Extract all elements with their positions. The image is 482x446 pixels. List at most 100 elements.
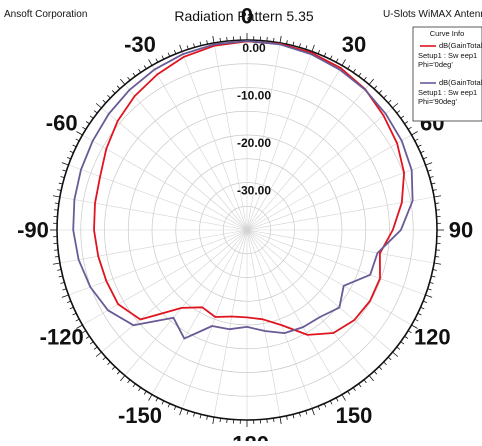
rim-tick xyxy=(336,59,338,63)
grid-spoke xyxy=(247,108,393,230)
rim-tick xyxy=(379,367,382,370)
rim-tick xyxy=(273,38,274,42)
grid-spoke xyxy=(247,230,369,376)
rim-tick xyxy=(180,45,182,52)
rim-tick xyxy=(412,132,418,136)
rim-tick xyxy=(213,36,214,43)
rim-tick xyxy=(70,307,74,309)
rim-tick xyxy=(434,263,441,264)
rim-tick xyxy=(324,53,326,57)
rim-tick xyxy=(213,417,214,424)
rim-tick xyxy=(374,371,377,374)
project-label: U-Slots WiMAX Antenna (2 xyxy=(383,9,482,20)
rim-tick xyxy=(96,352,101,356)
rim-tick xyxy=(312,45,314,52)
legend-entry-phi90-label: dB(GainTotal) xyxy=(439,78,482,87)
rim-tick xyxy=(156,59,158,63)
rim-tick xyxy=(55,256,59,257)
rim-tick xyxy=(280,417,281,424)
radial-labels: 0.00-10.00-20.00-30.00 xyxy=(237,41,271,198)
rim-tick xyxy=(388,100,391,103)
rim-tick xyxy=(397,111,400,113)
rim-tick xyxy=(94,111,97,113)
radial-label: -20.00 xyxy=(237,136,271,150)
rim-tick xyxy=(379,90,382,93)
rim-tick xyxy=(369,376,373,381)
legend-entry-phi0-label: dB(GainTotal) xyxy=(439,41,482,50)
rim-tick xyxy=(342,59,346,65)
rim-tick xyxy=(168,53,170,57)
rim-tick xyxy=(273,418,274,422)
rim-tick xyxy=(430,282,434,283)
rim-tick xyxy=(364,77,366,80)
rim-tick xyxy=(401,342,404,344)
rim-tick xyxy=(107,362,110,365)
grid-spoke xyxy=(247,84,369,230)
rim-tick xyxy=(330,56,332,60)
angle-label: -180 xyxy=(225,432,269,442)
rim-tick xyxy=(112,90,115,93)
rim-tick xyxy=(397,347,400,349)
angle-label: -90 xyxy=(17,218,49,243)
angle-label: -120 xyxy=(40,325,84,350)
rim-tick xyxy=(70,151,74,153)
angle-label: 0 xyxy=(241,4,253,29)
rim-tick xyxy=(61,282,65,283)
rim-tick xyxy=(62,295,69,297)
rim-tick xyxy=(408,331,411,333)
rim-tick xyxy=(388,357,391,360)
rim-tick xyxy=(90,342,93,344)
rim-tick xyxy=(194,413,195,417)
rim-tick xyxy=(128,77,130,80)
angle-label: -60 xyxy=(46,111,78,136)
rim-tick xyxy=(133,384,135,387)
rim-tick xyxy=(156,398,158,402)
rim-tick xyxy=(62,163,69,165)
rim-tick xyxy=(280,36,281,43)
rim-tick xyxy=(162,56,164,60)
legend: Curve Info dB(GainTotal) Setup1 : Sw eep… xyxy=(413,27,482,121)
angle-label: 30 xyxy=(342,32,366,57)
rim-tick xyxy=(418,145,422,147)
rim-tick xyxy=(120,79,124,84)
rim-tick xyxy=(353,388,355,391)
rim-tick xyxy=(353,69,355,72)
rim-tick xyxy=(76,319,80,321)
legend-entry-phi0-phi: Phi='0deg' xyxy=(418,60,453,69)
rim-tick xyxy=(330,401,332,405)
rim-tick xyxy=(194,44,195,48)
rim-tick xyxy=(220,418,221,422)
rim-tick xyxy=(76,139,80,141)
rim-tick xyxy=(117,86,120,89)
rim-tick xyxy=(55,203,59,204)
rim-tick xyxy=(384,362,387,365)
rim-tick xyxy=(435,256,439,257)
rim-tick xyxy=(421,307,425,309)
rim-tick xyxy=(117,371,120,374)
rim-tick xyxy=(107,95,110,98)
rim-tick xyxy=(393,103,398,107)
legend-title: Curve Info xyxy=(430,29,465,38)
rim-tick xyxy=(415,139,419,141)
company-label: Ansoft Corporation xyxy=(4,9,87,20)
radial-label: 0.00 xyxy=(242,41,266,55)
rim-tick xyxy=(435,203,439,204)
grid-spoke xyxy=(125,84,247,230)
rim-tick xyxy=(73,145,77,147)
rim-tick xyxy=(299,44,300,48)
rim-tick xyxy=(421,151,425,153)
rim-tick xyxy=(430,177,434,178)
rim-tick xyxy=(144,65,146,68)
grid-spoke xyxy=(247,165,426,230)
radial-label: -30.00 xyxy=(237,184,271,198)
rim-tick xyxy=(96,103,101,107)
rim-tick xyxy=(299,413,300,417)
grid-spoke xyxy=(125,230,247,376)
grid-spoke xyxy=(182,230,247,409)
rim-tick xyxy=(86,336,89,338)
legend-entry-phi0-setup: Setup1 : Sw eep1 xyxy=(418,51,477,60)
rim-tick xyxy=(393,352,398,356)
rim-tick xyxy=(112,367,115,370)
rim-tick xyxy=(162,401,164,405)
